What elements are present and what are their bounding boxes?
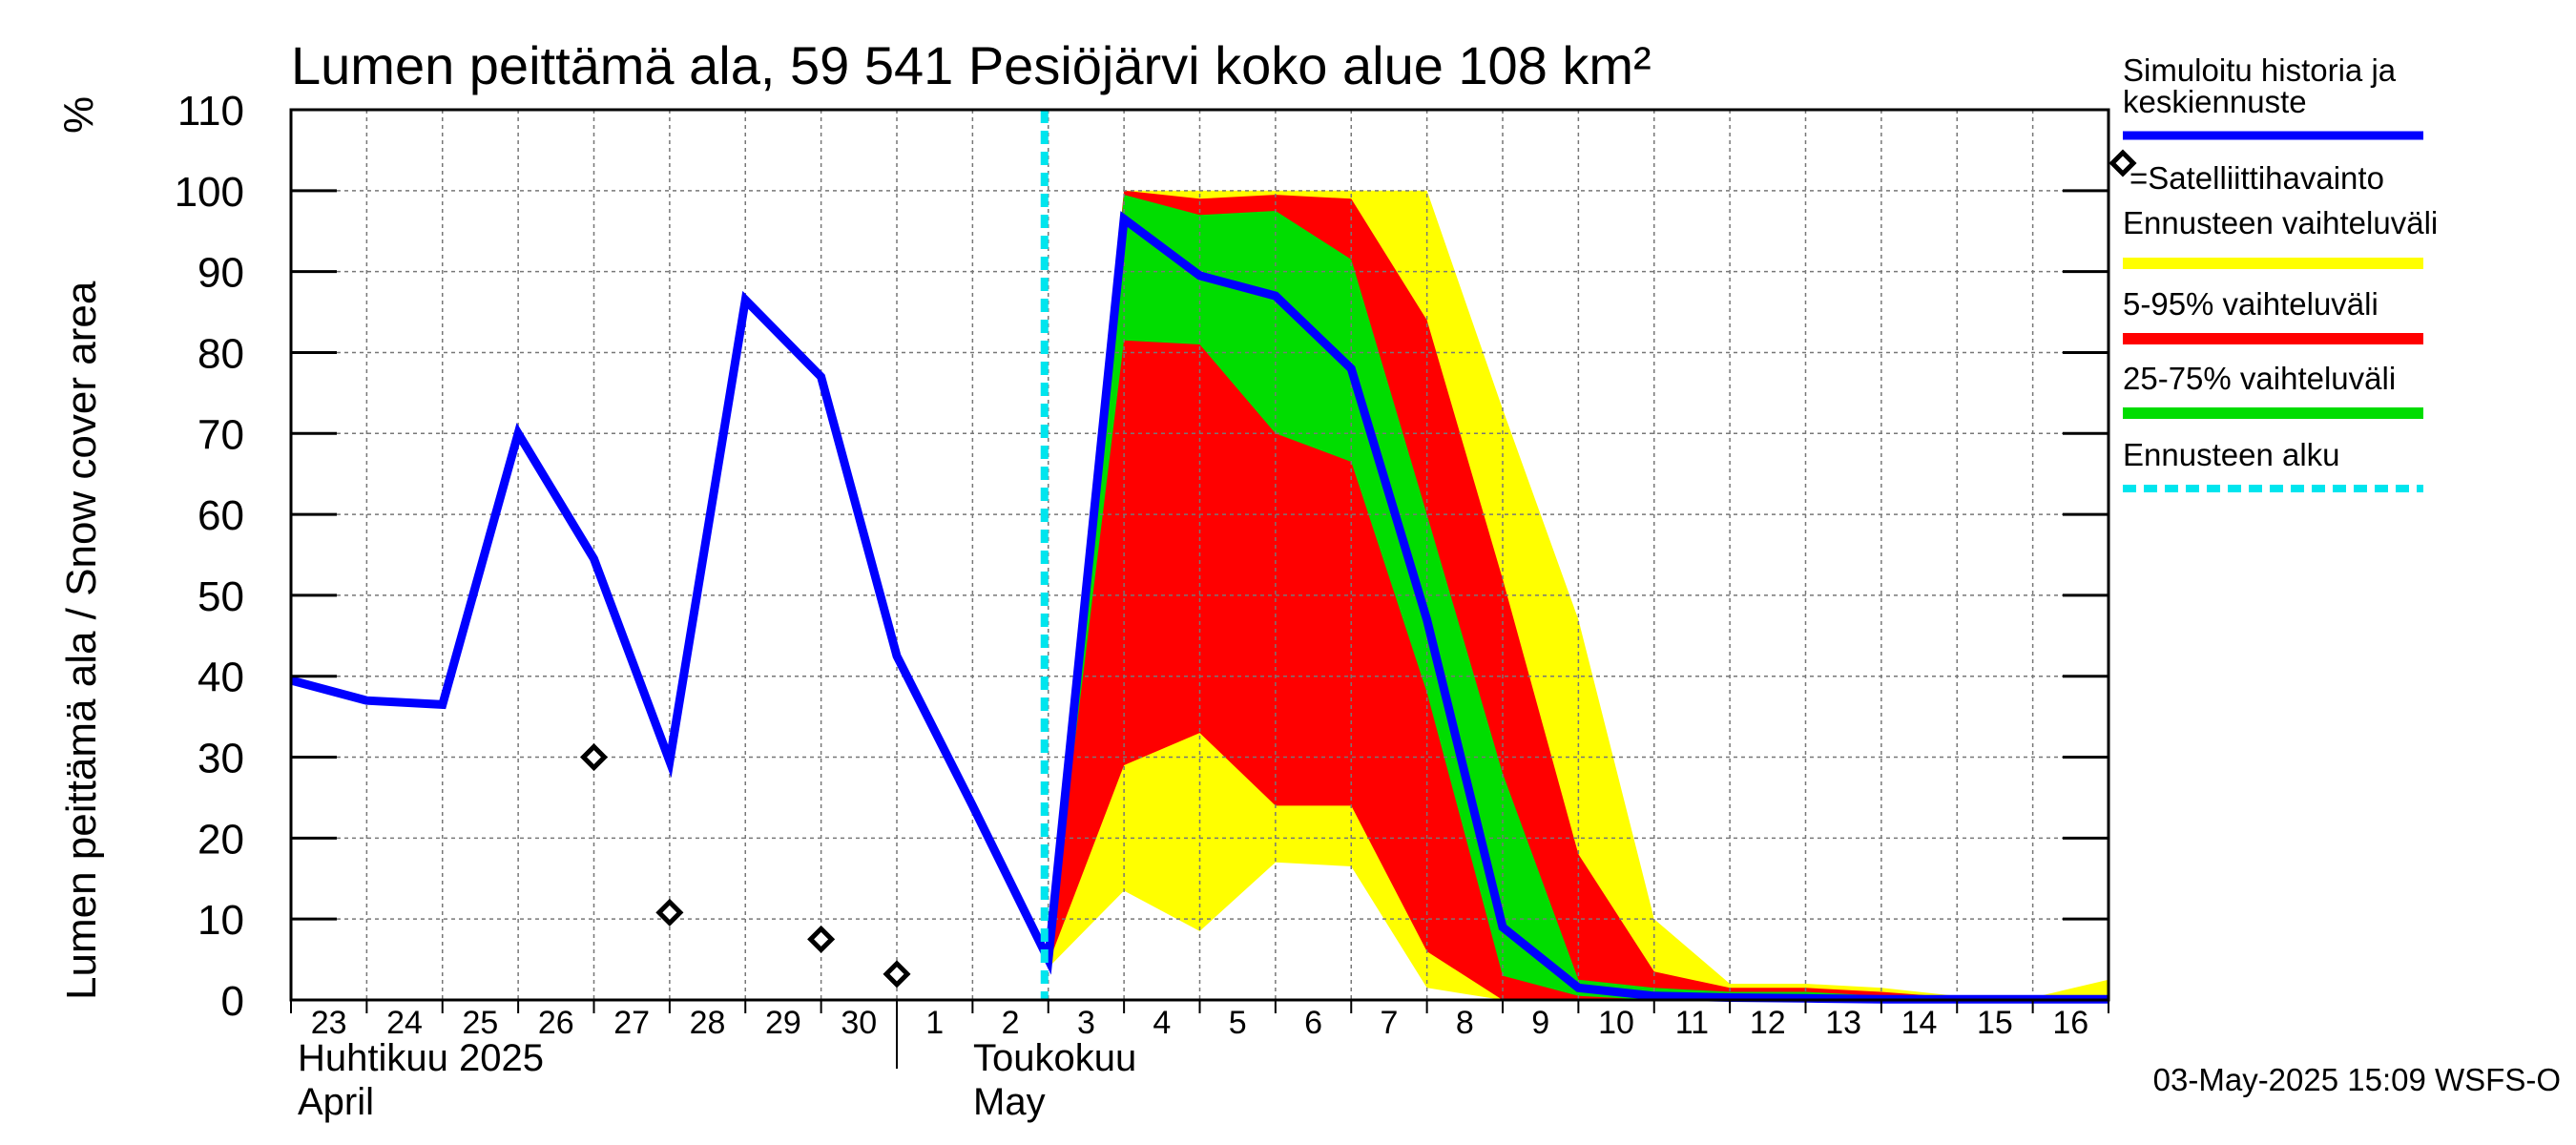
grid-lines bbox=[291, 109, 2109, 1000]
y-axis-label: Lumen peittämä ala / Snow cover area bbox=[58, 281, 105, 1000]
satellite-point bbox=[807, 925, 836, 953]
legend-label-forecast-start: Ennusteen alku bbox=[2123, 437, 2340, 472]
x-tick-label: 8 bbox=[1456, 1005, 1474, 1041]
y-tick-label: 90 bbox=[197, 250, 244, 297]
y-tick-label: 100 bbox=[175, 169, 244, 216]
x-tick-label: 14 bbox=[1901, 1005, 1938, 1041]
x-tick-label: 12 bbox=[1750, 1005, 1786, 1041]
month-label-en: April bbox=[298, 1081, 374, 1123]
legend-label-satellite: =Satelliittihavainto bbox=[2129, 160, 2384, 196]
legend-swatch-satellite bbox=[2109, 149, 2137, 177]
x-tick-label: 28 bbox=[690, 1005, 726, 1041]
x-tick-label: 27 bbox=[613, 1005, 650, 1041]
y-axis-ticks: 0 10 20 30 40 50 60 70 80 90 100 110 bbox=[175, 88, 2109, 1025]
legend-label-band-25-75: 25-75% vaihteluväli bbox=[2123, 361, 2396, 396]
legend-label-median-line1: Simuloitu historia ja bbox=[2123, 52, 2397, 88]
y-tick-label: 80 bbox=[197, 330, 244, 377]
x-tick-label: 10 bbox=[1598, 1005, 1634, 1041]
satellite-point bbox=[655, 898, 684, 926]
month-label-fi: Toukokuu bbox=[973, 1037, 1136, 1079]
y-tick-label: 60 bbox=[197, 492, 244, 539]
timestamp: 03-May-2025 15:09 WSFS-O bbox=[2153, 1062, 2561, 1097]
x-tick-label: 9 bbox=[1531, 1005, 1549, 1041]
month-label-fi: Huhtikuu 2025 bbox=[298, 1037, 544, 1079]
band-25-75 bbox=[1048, 195, 2109, 1001]
median-line bbox=[289, 211, 2109, 1004]
x-tick-label: 2 bbox=[1002, 1005, 1020, 1041]
x-tick-label: 29 bbox=[765, 1005, 801, 1041]
y-tick-label: 10 bbox=[197, 897, 244, 944]
y-tick-label: 40 bbox=[197, 655, 244, 701]
x-tick-label: 4 bbox=[1153, 1005, 1171, 1041]
x-tick-label: 16 bbox=[2052, 1005, 2088, 1041]
satellite-point bbox=[883, 960, 911, 989]
x-tick-label: 30 bbox=[841, 1005, 877, 1041]
forecast-bands bbox=[1048, 190, 2109, 1001]
x-tick-label: 15 bbox=[1977, 1005, 2013, 1041]
satellite-points bbox=[579, 743, 911, 989]
y-tick-label: 20 bbox=[197, 816, 244, 863]
legend-label-median-line2: keskiennuste bbox=[2123, 84, 2307, 119]
x-tick-label: 5 bbox=[1229, 1005, 1247, 1041]
y-tick-label: 0 bbox=[221, 978, 244, 1025]
chart-title: Lumen peittämä ala, 59 541 Pesiöjärvi ko… bbox=[291, 35, 1652, 95]
x-tick-label: 13 bbox=[1825, 1005, 1861, 1041]
x-tick-label: 1 bbox=[925, 1005, 944, 1041]
y-axis-unit: % bbox=[55, 96, 102, 134]
y-tick-label: 30 bbox=[197, 736, 244, 782]
y-tick-label: 110 bbox=[177, 88, 244, 135]
legend-label-band-full: Ennusteen vaihteluväli bbox=[2123, 205, 2438, 240]
month-label-en: May bbox=[973, 1081, 1046, 1123]
x-tick-label: 26 bbox=[538, 1005, 574, 1041]
y-tick-label: 70 bbox=[197, 411, 244, 458]
x-tick-label: 23 bbox=[311, 1005, 347, 1041]
y-tick-label: 50 bbox=[197, 573, 244, 620]
x-tick-label: 6 bbox=[1304, 1005, 1322, 1041]
x-axis-ticks: 23 24 25 26 27 28 29 30 1 2 3 4 5 6 7 8 9 10 11 12 13 14 15 16 bbox=[290, 1000, 2109, 1041]
median-series bbox=[289, 211, 2109, 1004]
x-tick-label: 24 bbox=[386, 1005, 423, 1041]
legend-label-band-5-95: 5-95% vaihteluväli bbox=[2123, 286, 2379, 322]
x-tick-label: 11 bbox=[1675, 1005, 1709, 1041]
x-tick-label: 3 bbox=[1077, 1005, 1095, 1041]
satellite-point bbox=[579, 743, 609, 772]
x-tick-label: 25 bbox=[463, 1005, 499, 1041]
x-tick-label: 7 bbox=[1380, 1005, 1398, 1041]
